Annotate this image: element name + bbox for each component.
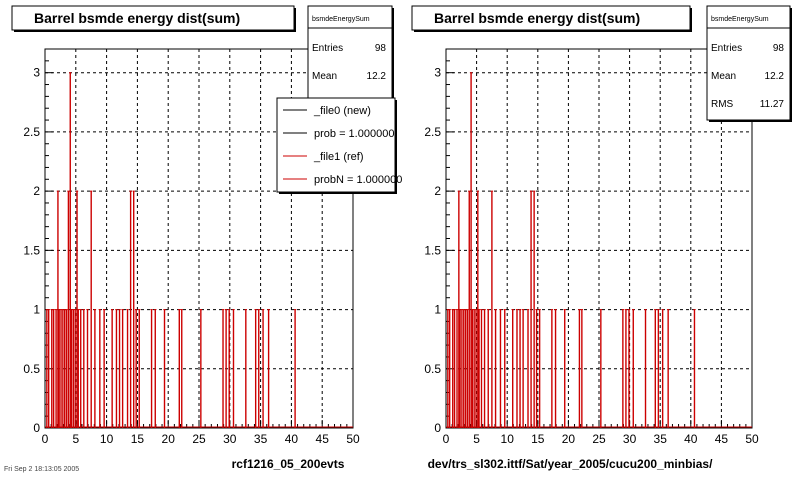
x-tick-label: 25 [592, 432, 606, 446]
x-tick-label: 35 [254, 432, 268, 446]
y-tick-label: 2.5 [23, 125, 40, 139]
series-1 [446, 72, 752, 428]
x-tick-label: 30 [623, 432, 637, 446]
stats-name: bsmdeEnergySum [711, 16, 769, 23]
y-tick-label: 0 [33, 421, 40, 435]
x-tick-label: 20 [162, 432, 176, 446]
chart-title: Barrel bsmde energy dist(sum) [34, 10, 240, 26]
x-tick-label: 15 [131, 432, 145, 446]
x-tick-label: 50 [346, 432, 360, 446]
y-tick-label: 1 [434, 303, 441, 317]
x-tick-label: 20 [562, 432, 576, 446]
title-box [411, 5, 691, 31]
stats-box [706, 5, 791, 121]
y-tick-label: 0.5 [424, 362, 441, 376]
y-tick-label: 1 [33, 303, 40, 317]
x-tick-label: 45 [715, 432, 729, 446]
y-tick-label: 2 [434, 184, 441, 198]
chart-title: Barrel bsmde energy dist(sum) [434, 10, 640, 26]
stats-box [307, 5, 393, 112]
title-box [11, 5, 295, 31]
x-tick-label: 0 [443, 432, 450, 446]
x-axis-label: dev/trs_sl302.ittf/Sat/year_2005/cucu200… [428, 457, 713, 471]
x-tick-label: 30 [223, 432, 237, 446]
y-tick-label: 2.5 [424, 125, 441, 139]
chart-panel-2: 0 5 10 15 20 25 30 35 40 45 50 0 0.5 1 1.5 2 2.5 3 Barrel … [411, 5, 792, 471]
stats-label: Entries [312, 43, 343, 54]
y-tick-label: 1.5 [424, 243, 441, 257]
x-tick-label: 40 [285, 432, 299, 446]
stats-value: 12.2 [765, 71, 785, 82]
stats-value: 98 [375, 43, 387, 54]
x-tick-label: 5 [72, 432, 79, 446]
y-tick-label: 1.5 [23, 243, 40, 257]
y-tick-label: 2 [33, 184, 40, 198]
x-tick-label: 10 [100, 432, 114, 446]
x-tick-label: 45 [316, 432, 330, 446]
stats-value: 98 [773, 43, 785, 54]
y-tick-label: 0.5 [23, 362, 40, 376]
x-tick-label: 40 [684, 432, 698, 446]
legend-box [276, 97, 396, 193]
stats-value: 11.27 [760, 99, 785, 110]
x-tick-label: 0 [42, 432, 49, 446]
stats-label: Mean [711, 71, 736, 82]
legend: _file0 (new) prob = 1.000000 _file1 (ref) p… [276, 97, 402, 194]
y-tick-label: 0 [434, 421, 441, 435]
stats-label: RMS [711, 99, 734, 110]
stats-label: Entries [711, 43, 742, 54]
legend-entry: prob = 1.000000 [314, 128, 394, 140]
y-tick-label: 3 [33, 66, 40, 80]
legend-entry: _file0 (new) [313, 105, 371, 117]
series-1 [45, 72, 353, 428]
y-tick-label: 3 [434, 66, 441, 80]
x-axis-label: rcf1216_05_200evts [232, 457, 345, 471]
x-tick-label: 15 [531, 432, 545, 446]
x-tick-label: 50 [745, 432, 759, 446]
x-tick-label: 25 [192, 432, 206, 446]
legend-entry: probN = 1.000000 [314, 174, 402, 186]
legend-entry: _file1 (ref) [313, 151, 364, 163]
x-tick-label: 35 [654, 432, 668, 446]
chart-panel-1: 0 5 10 15 20 25 30 35 40 45 50 0 0.5 1 1.5 2 2.5 3 Barrel … [11, 5, 402, 471]
stats-value: 12.2 [367, 71, 387, 82]
stats-name: bsmdeEnergySum [312, 16, 370, 23]
stats-label: Mean [312, 71, 337, 82]
timestamp-stamp: Fri Sep 2 18:13:05 2005 [4, 466, 80, 473]
x-tick-label: 5 [473, 432, 480, 446]
x-tick-label: 10 [501, 432, 515, 446]
